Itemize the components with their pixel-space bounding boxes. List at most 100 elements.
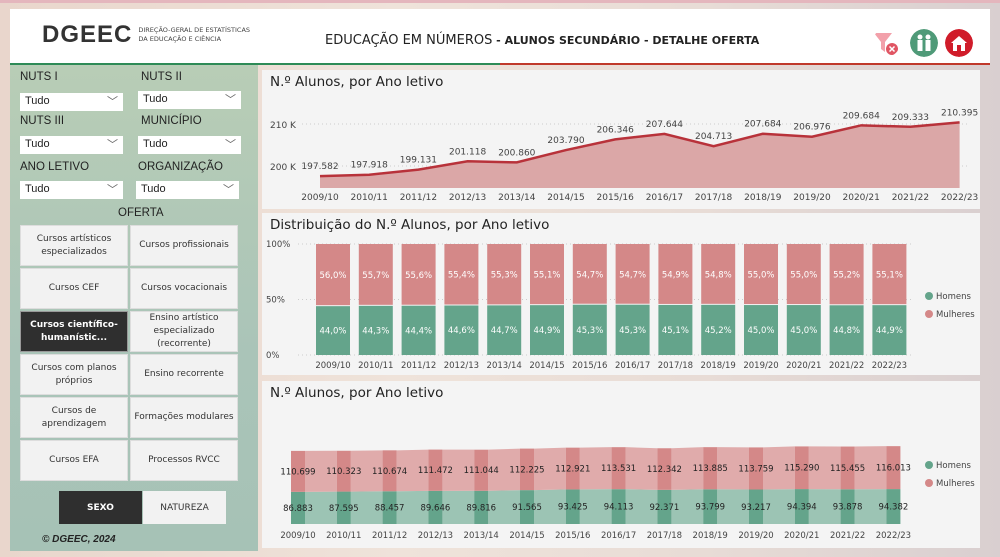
x-tick-label: 2018/19	[744, 193, 782, 203]
data-label: 55,4%	[448, 271, 475, 281]
data-label: 112.225	[509, 465, 544, 475]
legend-marker	[925, 310, 933, 318]
stacked-percent-chart: 0% 50% 100% 44,0% 56,0% 2009/10 44,3% 55,7% 2010…	[266, 240, 975, 371]
title-sub: - ALUNOS SECUNDÁRIO - DETALHE OFERTA	[492, 34, 760, 47]
x-tick-label: 2013/14	[464, 531, 499, 541]
filter-dropdown[interactable]: Tudo ﹀	[136, 181, 239, 199]
x-tick-label: 2022/23	[941, 193, 978, 203]
data-label: 44,0%	[319, 327, 346, 337]
ribbon-mulheres	[488, 448, 520, 491]
data-label: 55,6%	[405, 271, 432, 281]
oferta-title: OFERTA	[118, 207, 164, 219]
oferta-tile[interactable]: Cursos de aprendizagem	[20, 397, 128, 438]
bar-homens	[744, 305, 778, 355]
data-label: 207.644	[646, 120, 683, 130]
oferta-tile[interactable]: Ensino recorrente	[130, 354, 238, 395]
bar-homens	[611, 489, 626, 524]
people-icon[interactable]	[910, 29, 938, 57]
x-tick-label: 2014/15	[529, 361, 564, 371]
data-label: 209.684	[843, 111, 880, 121]
ribbon-homens	[350, 491, 383, 524]
ribbon-homens	[671, 489, 704, 524]
data-label: 209.333	[892, 113, 929, 123]
chevron-down-icon: ﹀	[107, 96, 118, 108]
filter-label: NUTS I	[20, 71, 58, 83]
logo-sub2: DA EDUCAÇÃO E CIÊNCIA	[138, 35, 222, 43]
ribbon-mulheres	[808, 446, 841, 490]
oferta-tile[interactable]: Processos RVCC	[130, 440, 238, 481]
oferta-tile[interactable]: Cursos científico-humanístic...	[20, 311, 128, 352]
data-label: 197.918	[351, 161, 388, 171]
y-tick-label: 200 K	[270, 163, 297, 173]
ribbon-mulheres	[579, 447, 612, 490]
legend-label: Mulheres	[936, 310, 975, 320]
bar-mulheres	[657, 448, 672, 490]
x-tick-label: 2017/18	[647, 531, 682, 541]
x-tick-label: 2014/15	[509, 531, 544, 541]
oferta-tile[interactable]: Cursos com planos próprios	[20, 354, 128, 395]
oferta-tile[interactable]: Cursos artísticos especializados	[20, 225, 128, 266]
ribbon-mulheres	[305, 450, 337, 492]
chevron-down-icon: ﹀	[225, 139, 236, 151]
chart-title: Distribuição do N.º Alunos, por Ano leti…	[270, 217, 550, 233]
bar-homens	[872, 305, 907, 355]
filter-dropdown[interactable]: Tudo ﹀	[138, 91, 241, 109]
filter-dropdown[interactable]: Tudo ﹀	[20, 136, 123, 154]
header: DGEEC DIREÇÃO-GERAL DE ESTATÍSTICAS DA ED…	[10, 9, 990, 63]
ribbon-homens	[488, 490, 520, 524]
x-tick-label: 2022/23	[872, 361, 907, 371]
x-tick-label: 2009/10	[280, 531, 315, 541]
bar-homens	[615, 304, 650, 355]
bar-mulheres	[829, 244, 864, 305]
bar-mulheres	[428, 449, 443, 491]
filter-dropdown[interactable]: Tudo ﹀	[20, 181, 123, 199]
oferta-tile[interactable]: Cursos profissionais	[130, 225, 238, 266]
filter-dropdown[interactable]: Tudo ﹀	[138, 136, 241, 154]
x-tick-label: 2016/17	[615, 361, 650, 371]
oferta-tile[interactable]: Ensino artístico especializado (recorren…	[130, 311, 238, 352]
dropdown-value: Tudo	[143, 93, 168, 105]
bar-mulheres	[786, 244, 821, 305]
data-label: 54,8%	[705, 270, 732, 280]
bar-homens	[829, 305, 864, 355]
oferta-tile[interactable]: Cursos CEF	[20, 268, 128, 309]
x-tick-label: 2017/18	[695, 193, 733, 203]
data-label: 89.646	[421, 503, 451, 513]
x-tick-label: 2010/11	[326, 531, 361, 541]
bar-homens	[657, 489, 672, 524]
oferta-tile[interactable]: Cursos vocacionais	[130, 268, 238, 309]
y-tick-label: 50%	[266, 296, 285, 306]
bar-homens	[786, 305, 821, 355]
legend-label: Homens	[936, 461, 971, 471]
bar-mulheres	[658, 244, 693, 304]
bar-homens	[886, 489, 901, 524]
oferta-tile[interactable]: Formações modulares	[130, 397, 238, 438]
filter-dropdown[interactable]: Tudo ﹀	[20, 93, 123, 111]
data-label: 113.885	[693, 464, 728, 474]
x-tick-label: 2014/15	[547, 193, 584, 203]
bar-mulheres	[336, 450, 351, 492]
bar-homens	[336, 491, 351, 524]
bar-mulheres	[611, 447, 626, 490]
dropdown-value: Tudo	[143, 138, 168, 150]
sexo-toggle[interactable]: SEXO	[59, 491, 142, 524]
bar-homens	[316, 306, 350, 355]
oferta-grid: Cursos artísticos especializados Cursos p…	[20, 225, 240, 481]
ribbon-mulheres	[671, 447, 704, 490]
data-label: 94.113	[604, 503, 634, 513]
ribbon-homens	[854, 489, 887, 524]
legend-label: Mulheres	[936, 479, 975, 489]
data-label: 44,6%	[448, 326, 475, 336]
data-label: 45,0%	[747, 326, 774, 336]
data-label: 204.713	[695, 132, 732, 142]
title-main: EDUCAÇÃO EM NÚMEROS	[325, 33, 493, 48]
home-icon[interactable]	[945, 29, 973, 57]
x-tick-label: 2012/13	[449, 193, 486, 203]
clear-filter-icon[interactable]	[872, 29, 900, 57]
ribbon-homens	[625, 489, 658, 524]
oferta-tile[interactable]: Cursos EFA	[20, 440, 128, 481]
bar-homens	[840, 489, 855, 524]
data-label: 55,2%	[833, 271, 860, 281]
natureza-toggle[interactable]: NATUREZA	[143, 491, 226, 524]
area-chart: 200 K 210 K 197.582 2009/10 197.918 2010/11 19…	[270, 108, 978, 203]
